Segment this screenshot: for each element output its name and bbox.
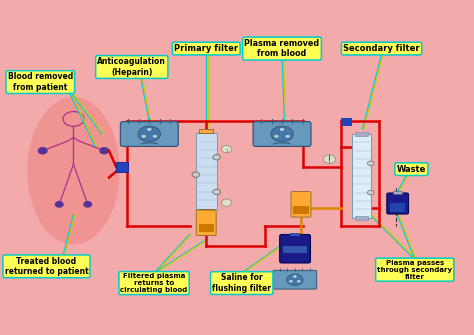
FancyBboxPatch shape: [199, 129, 213, 133]
Text: Blood removed
from patient: Blood removed from patient: [8, 72, 73, 92]
Circle shape: [287, 274, 303, 285]
Circle shape: [213, 155, 220, 160]
Circle shape: [141, 134, 146, 138]
Text: Treated blood
returned to patient: Treated blood returned to patient: [5, 257, 88, 276]
FancyBboxPatch shape: [290, 233, 300, 236]
FancyBboxPatch shape: [199, 208, 213, 213]
Circle shape: [221, 199, 232, 206]
FancyBboxPatch shape: [273, 270, 317, 289]
FancyBboxPatch shape: [387, 193, 409, 214]
Text: Filtered plasma
returns to
circulating blood: Filtered plasma returns to circulating b…: [120, 273, 188, 293]
Circle shape: [152, 134, 158, 138]
Text: Anticoagulation
(Heparin): Anticoagulation (Heparin): [97, 57, 166, 77]
FancyBboxPatch shape: [283, 246, 307, 253]
Circle shape: [38, 148, 47, 154]
Circle shape: [292, 275, 297, 278]
Circle shape: [279, 127, 285, 131]
FancyBboxPatch shape: [291, 192, 311, 217]
FancyBboxPatch shape: [355, 132, 368, 136]
Circle shape: [289, 280, 293, 283]
Circle shape: [296, 280, 301, 283]
FancyBboxPatch shape: [196, 210, 216, 236]
Circle shape: [273, 134, 279, 138]
Circle shape: [285, 134, 291, 138]
Bar: [341, 118, 352, 126]
Circle shape: [100, 148, 109, 154]
FancyBboxPatch shape: [355, 216, 368, 220]
Text: Secondary filter: Secondary filter: [343, 44, 420, 53]
Circle shape: [146, 127, 152, 131]
FancyBboxPatch shape: [120, 122, 178, 146]
Text: Primary filter: Primary filter: [174, 44, 238, 53]
Circle shape: [138, 126, 161, 142]
Bar: [116, 162, 128, 172]
Text: Plasma passes
through secondary
filter: Plasma passes through secondary filter: [377, 260, 452, 280]
Text: Waste: Waste: [397, 165, 426, 174]
FancyBboxPatch shape: [390, 203, 405, 212]
FancyBboxPatch shape: [196, 133, 217, 208]
Ellipse shape: [27, 97, 119, 245]
Circle shape: [84, 202, 91, 207]
Circle shape: [192, 172, 200, 177]
Circle shape: [323, 155, 336, 163]
Circle shape: [55, 202, 63, 207]
FancyBboxPatch shape: [253, 122, 311, 146]
Text: Saline for
flushing filter: Saline for flushing filter: [212, 273, 271, 293]
Text: Plasma removed
from blood: Plasma removed from blood: [245, 39, 319, 58]
FancyBboxPatch shape: [293, 206, 309, 214]
Circle shape: [271, 126, 293, 142]
FancyBboxPatch shape: [393, 191, 402, 194]
Circle shape: [221, 145, 232, 153]
Circle shape: [213, 189, 220, 195]
Circle shape: [367, 190, 374, 195]
FancyBboxPatch shape: [280, 234, 310, 263]
FancyBboxPatch shape: [352, 134, 371, 218]
FancyBboxPatch shape: [199, 224, 214, 232]
Circle shape: [367, 161, 374, 166]
